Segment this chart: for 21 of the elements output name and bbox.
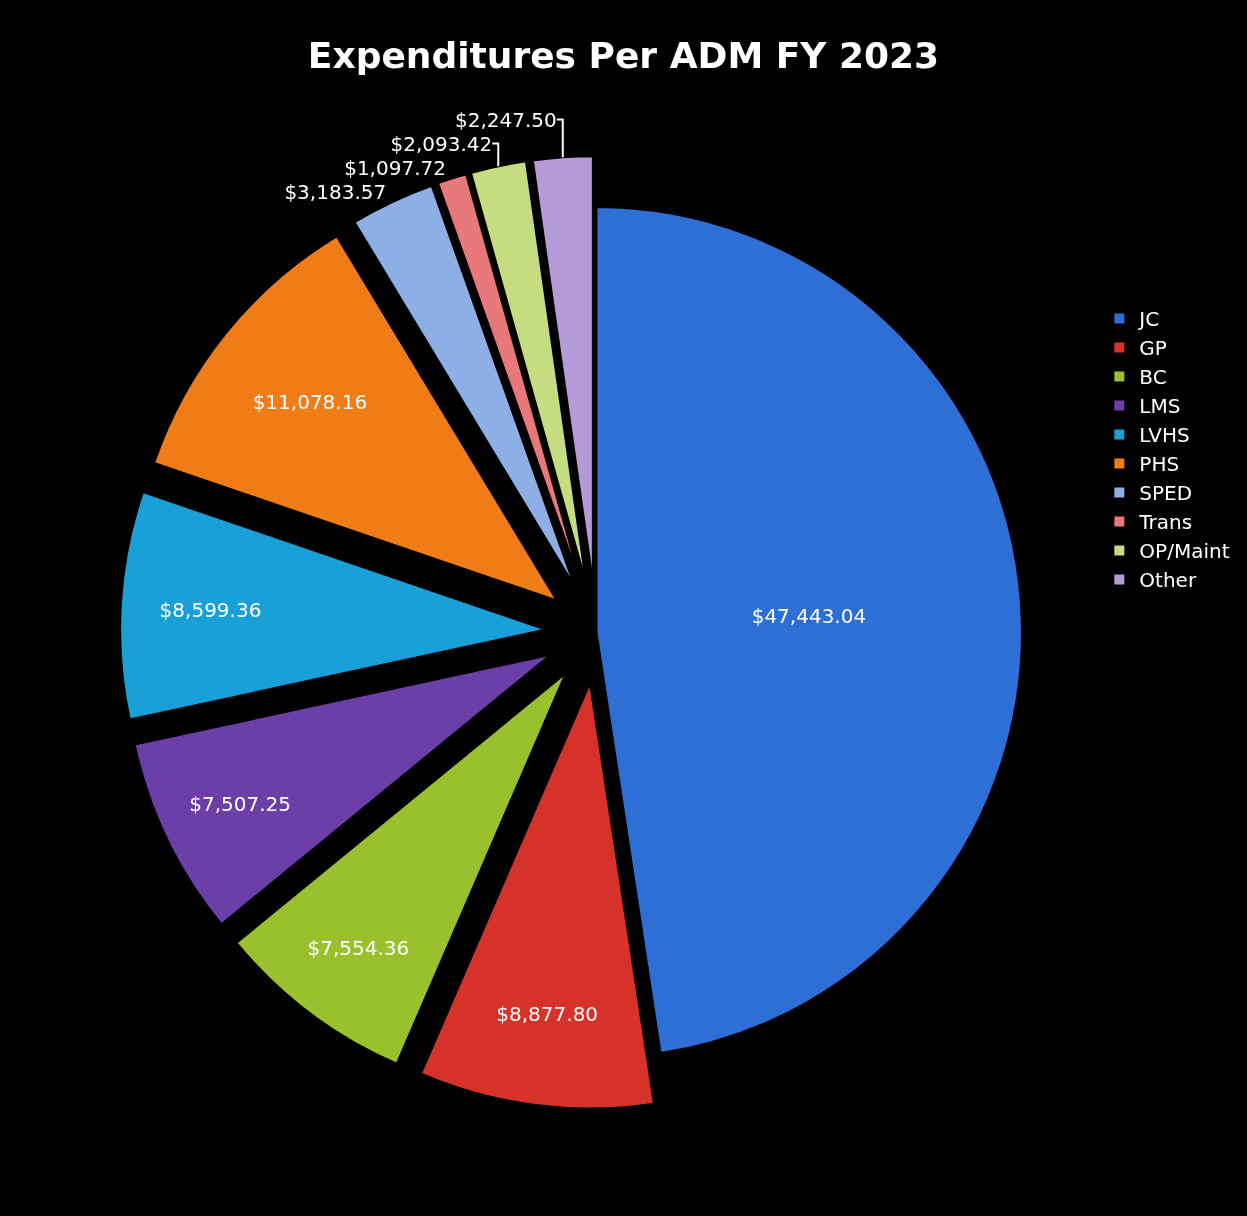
data-label: $47,443.04 — [751, 604, 867, 629]
data-label: $8,599.36 — [159, 598, 262, 623]
chart-title: Expenditures Per ADM FY 2023 — [307, 34, 940, 76]
data-label: $2,093.42 — [390, 131, 493, 156]
data-label: $2,247.50 — [454, 107, 557, 132]
data-label: $1,097.72 — [344, 155, 446, 180]
legend-label: JC — [1137, 307, 1160, 332]
legend-label: BC — [1139, 365, 1167, 390]
legend-label: PHS — [1139, 452, 1180, 477]
data-label: $11,078.16 — [252, 389, 368, 414]
legend-label: LVHS — [1139, 423, 1190, 448]
legend-label: Trans — [1138, 510, 1193, 535]
data-label: $3,183.57 — [284, 180, 387, 205]
legend-label: GP — [1139, 336, 1167, 361]
data-label: $7,507.25 — [189, 792, 292, 817]
legend-label: SPED — [1139, 481, 1193, 506]
legend-label: LMS — [1139, 394, 1181, 419]
legend-label: OP/Maint — [1139, 539, 1230, 564]
legend-label: Other — [1139, 568, 1197, 593]
data-label: $8,877.80 — [496, 1001, 599, 1026]
data-label: $7,554.36 — [307, 936, 410, 961]
